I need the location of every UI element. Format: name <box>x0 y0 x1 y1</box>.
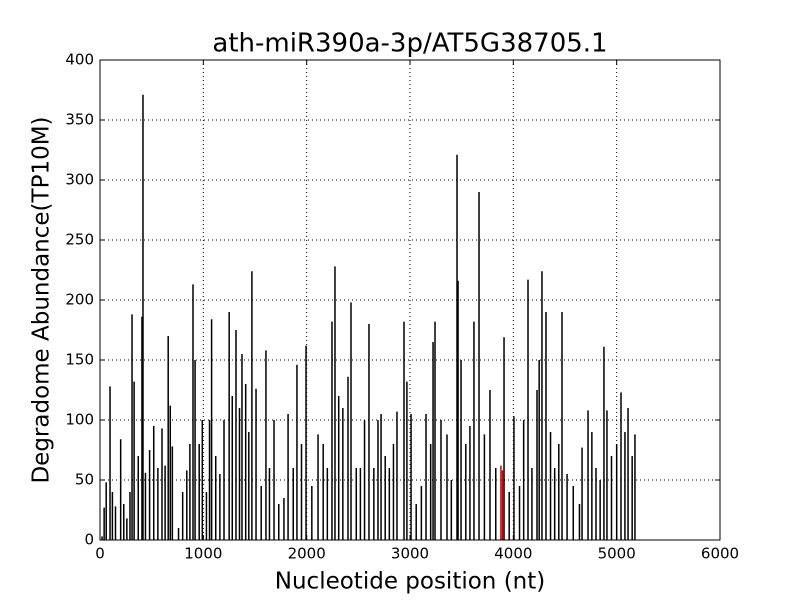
x-axis-label: Nucleotide position (nt) <box>275 569 545 595</box>
chart-title: ath-miR390a-3p/AT5G38705.1 <box>212 29 607 59</box>
x-tick-label: 0 <box>95 545 105 563</box>
x-tick-label: 6000 <box>701 545 739 563</box>
y-axis-label: Degradome Abundance(TP10M) <box>29 116 55 483</box>
y-tick-label: 400 <box>65 51 94 69</box>
x-tick-label: 5000 <box>598 545 636 563</box>
y-tick-label: 200 <box>65 291 94 309</box>
y-tick-label: 350 <box>65 111 94 129</box>
y-tick-label: 100 <box>65 411 94 429</box>
x-tick-label: 2000 <box>288 545 326 563</box>
x-tick-label: 3000 <box>391 545 429 563</box>
y-tick-label: 0 <box>84 531 94 549</box>
x-tick-label: 1000 <box>184 545 222 563</box>
x-tick-label: 4000 <box>494 545 532 563</box>
y-tick-label: 150 <box>65 351 94 369</box>
plot-frame <box>99 59 721 541</box>
y-tick-label: 250 <box>65 231 94 249</box>
y-tick-label: 50 <box>75 471 94 489</box>
y-tick-label: 300 <box>65 171 94 189</box>
